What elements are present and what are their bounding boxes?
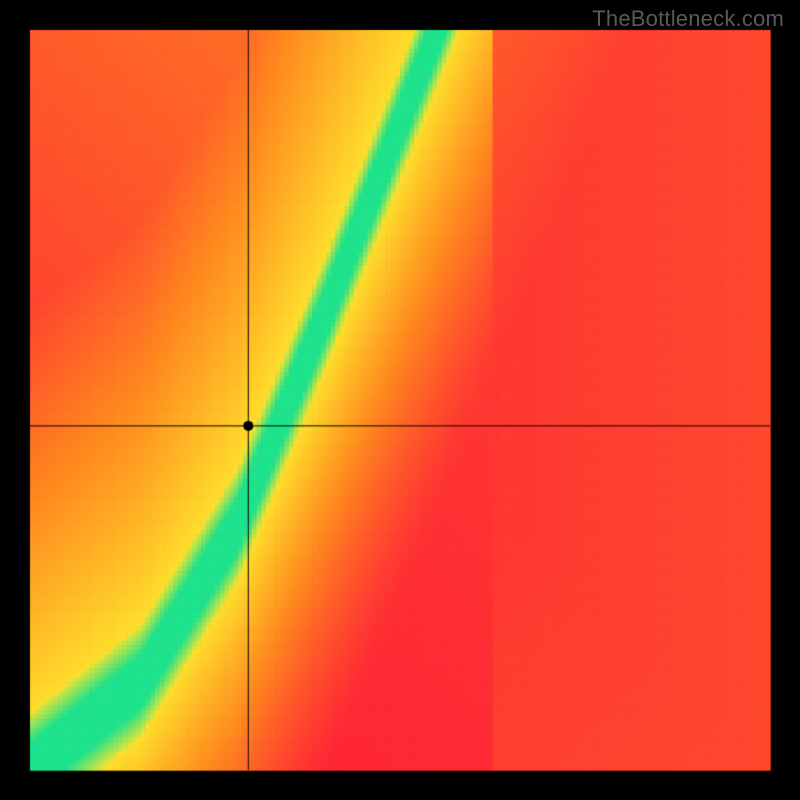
chart-container: TheBottleneck.com (0, 0, 800, 800)
heatmap-canvas (0, 0, 800, 800)
watermark: TheBottleneck.com (592, 6, 784, 32)
